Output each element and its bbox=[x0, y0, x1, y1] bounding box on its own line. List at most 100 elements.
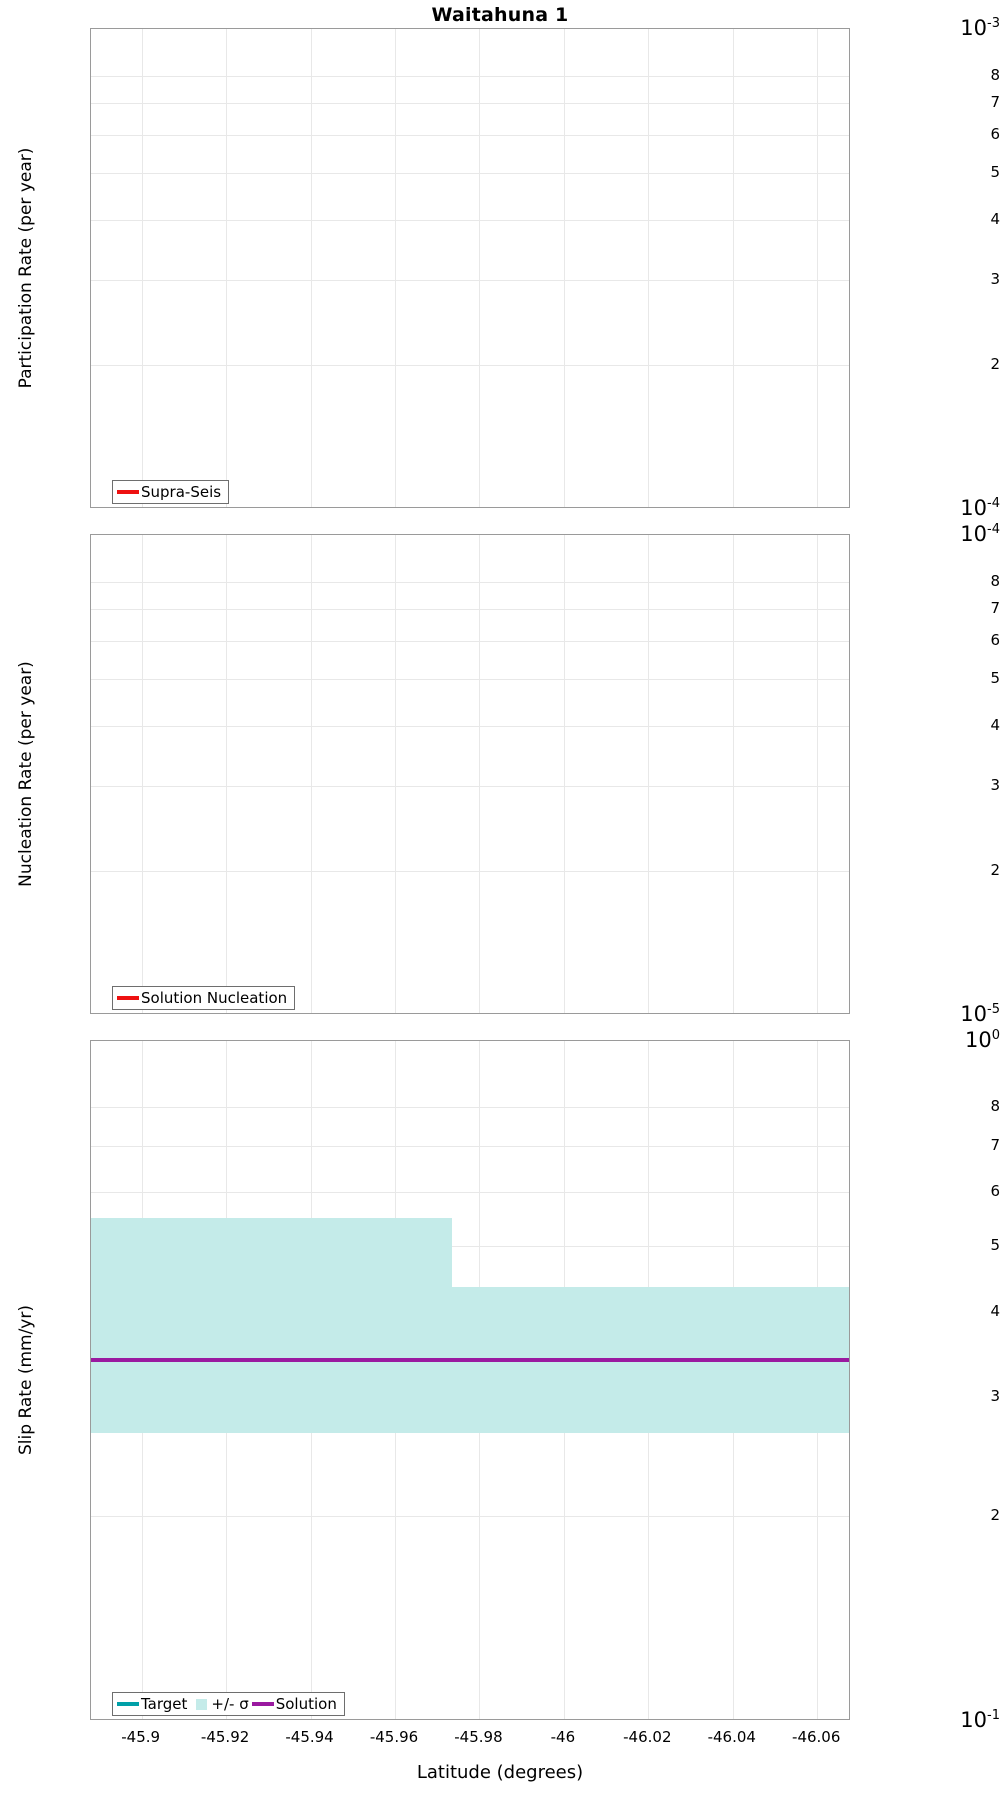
y-axis-decade-label: 10-5 bbox=[960, 1002, 1000, 1026]
panel-nucleation-rate bbox=[90, 534, 850, 1014]
gridline-vertical bbox=[310, 29, 312, 507]
legend-entry: Solution bbox=[251, 1695, 340, 1713]
gridline-vertical bbox=[732, 29, 734, 507]
y-axis-tick-label: 7 bbox=[990, 93, 1000, 112]
gridline-horizontal bbox=[91, 1516, 849, 1518]
gridline-vertical bbox=[310, 535, 312, 1013]
legend-slip-rate[interactable]: Target +/- σ Solution bbox=[112, 1692, 345, 1716]
gridline-horizontal bbox=[91, 135, 849, 137]
gridline-horizontal bbox=[91, 870, 849, 872]
gridline-horizontal bbox=[91, 1245, 849, 1247]
y-axis-label: Slip Rate (mm/yr) bbox=[16, 1305, 36, 1455]
legend-label: Supra-Seis bbox=[141, 483, 222, 501]
x-axis-tick-label: -45.94 bbox=[285, 1728, 334, 1746]
y-axis-tick-label: 6 bbox=[990, 631, 1000, 650]
y-axis-tick-label: 2 bbox=[990, 354, 1000, 373]
y-axis-tick-label: 3 bbox=[990, 269, 1000, 288]
y-axis-tick-label: 8 bbox=[990, 65, 1000, 84]
y-axis-tick-label: 4 bbox=[990, 210, 1000, 228]
gridline-vertical bbox=[141, 29, 143, 507]
y-axis-decade-label: 10-1 bbox=[960, 1708, 1000, 1732]
plot-area-participation-rate bbox=[90, 28, 850, 508]
gridline-vertical bbox=[817, 29, 819, 507]
x-axis-tick-label: -45.96 bbox=[369, 1728, 419, 1746]
y-axis-tick-label: 5 bbox=[990, 163, 1000, 182]
gridline-vertical bbox=[479, 29, 481, 507]
legend-line-icon bbox=[117, 490, 139, 494]
series-line-solution bbox=[91, 1357, 849, 1362]
x-axis-tick-label: -45.9 bbox=[121, 1728, 161, 1746]
y-axis-tick-label: 8 bbox=[990, 1096, 1000, 1115]
gridline-horizontal bbox=[91, 679, 849, 681]
gridline-vertical bbox=[648, 29, 650, 507]
y-axis-decade-label: 100 bbox=[964, 1028, 1000, 1052]
legend-swatch-icon bbox=[196, 1698, 208, 1710]
panel-slip-rate bbox=[90, 1040, 850, 1720]
gridline-horizontal bbox=[91, 75, 849, 77]
y-axis-tick-label: 7 bbox=[990, 1136, 1000, 1155]
y-axis-label: Participation Rate (per year) bbox=[16, 147, 36, 389]
y-axis-tick-label: 6 bbox=[990, 125, 1000, 144]
legend-line-icon bbox=[251, 1702, 274, 1706]
legend-line-icon bbox=[117, 1702, 139, 1706]
gridline-horizontal bbox=[91, 785, 849, 787]
legend-entry: Target bbox=[117, 1695, 190, 1713]
gridline-horizontal bbox=[91, 609, 849, 611]
y-axis-decade-label: 10-4 bbox=[960, 496, 1000, 520]
gridline-horizontal bbox=[91, 1106, 849, 1108]
gridline-horizontal bbox=[91, 279, 849, 281]
x-axis-label: Latitude (degrees) bbox=[416, 1762, 584, 1783]
x-axis-tick-label: -45.92 bbox=[200, 1728, 250, 1746]
y-axis-tick-label: 5 bbox=[990, 669, 1000, 688]
y-axis-label: Nucleation Rate (per year) bbox=[16, 661, 36, 887]
gridline-vertical bbox=[648, 535, 650, 1013]
uncertainty-band bbox=[91, 1217, 452, 1434]
y-axis-tick-label: 2 bbox=[990, 1506, 1000, 1525]
y-axis-tick-label: 3 bbox=[990, 1386, 1000, 1405]
y-axis-tick-label: 5 bbox=[990, 1235, 1000, 1254]
x-axis-tick-label: -46.04 bbox=[707, 1728, 756, 1746]
x-axis-tick-label: -45.98 bbox=[454, 1728, 503, 1746]
gridline-horizontal bbox=[91, 364, 849, 366]
legend-entry: +/- σ bbox=[190, 1695, 251, 1713]
plot-area-nucleation-rate bbox=[90, 534, 850, 1014]
gridline-vertical bbox=[395, 29, 396, 507]
y-axis-tick-label: 6 bbox=[990, 1181, 1000, 1200]
y-axis-tick-label: 2 bbox=[990, 860, 1000, 879]
panel-participation-rate bbox=[90, 28, 850, 508]
legend-participation-rate[interactable]: Supra-Seis bbox=[112, 480, 230, 504]
y-axis-decade-label: 10-4 bbox=[960, 522, 1000, 546]
gridline-vertical bbox=[479, 535, 481, 1013]
gridline-vertical bbox=[395, 535, 396, 1013]
x-axis-tick-label: -46.02 bbox=[623, 1728, 672, 1746]
page-title: Waitahuna 1 bbox=[431, 4, 569, 26]
y-axis-decade-label: 10-3 bbox=[960, 16, 1000, 40]
y-axis-tick-label: 7 bbox=[990, 599, 1000, 618]
y-axis-tick-label: 4 bbox=[990, 716, 1000, 734]
gridline-horizontal bbox=[91, 103, 849, 105]
legend-label: +/- σ bbox=[211, 1695, 249, 1713]
y-axis-tick-label: 4 bbox=[990, 1301, 1000, 1320]
gridline-horizontal bbox=[91, 726, 849, 727]
legend-label: Target bbox=[141, 1695, 188, 1713]
y-axis-tick-label: 3 bbox=[990, 775, 1000, 794]
gridline-horizontal bbox=[91, 1191, 849, 1193]
legend-entry: Supra-Seis bbox=[117, 483, 224, 501]
gridline-vertical bbox=[226, 535, 228, 1013]
legend-label: Solution bbox=[275, 1695, 337, 1713]
legend-entry: Solution Nucleation bbox=[117, 989, 290, 1007]
gridline-horizontal bbox=[91, 173, 849, 175]
gridline-horizontal bbox=[91, 581, 849, 583]
gridline-vertical bbox=[141, 535, 143, 1013]
legend-label: Solution Nucleation bbox=[141, 989, 288, 1007]
legend-line-icon bbox=[117, 996, 139, 1000]
gridline-vertical bbox=[563, 535, 565, 1013]
gridline-vertical bbox=[226, 29, 228, 507]
gridline-vertical bbox=[563, 29, 565, 507]
legend-nucleation-rate[interactable]: Solution Nucleation bbox=[112, 986, 296, 1010]
x-axis-tick-label: -46.06 bbox=[792, 1728, 841, 1746]
gridline-vertical bbox=[732, 535, 734, 1013]
gridline-vertical bbox=[817, 535, 819, 1013]
gridline-horizontal bbox=[91, 1146, 849, 1148]
